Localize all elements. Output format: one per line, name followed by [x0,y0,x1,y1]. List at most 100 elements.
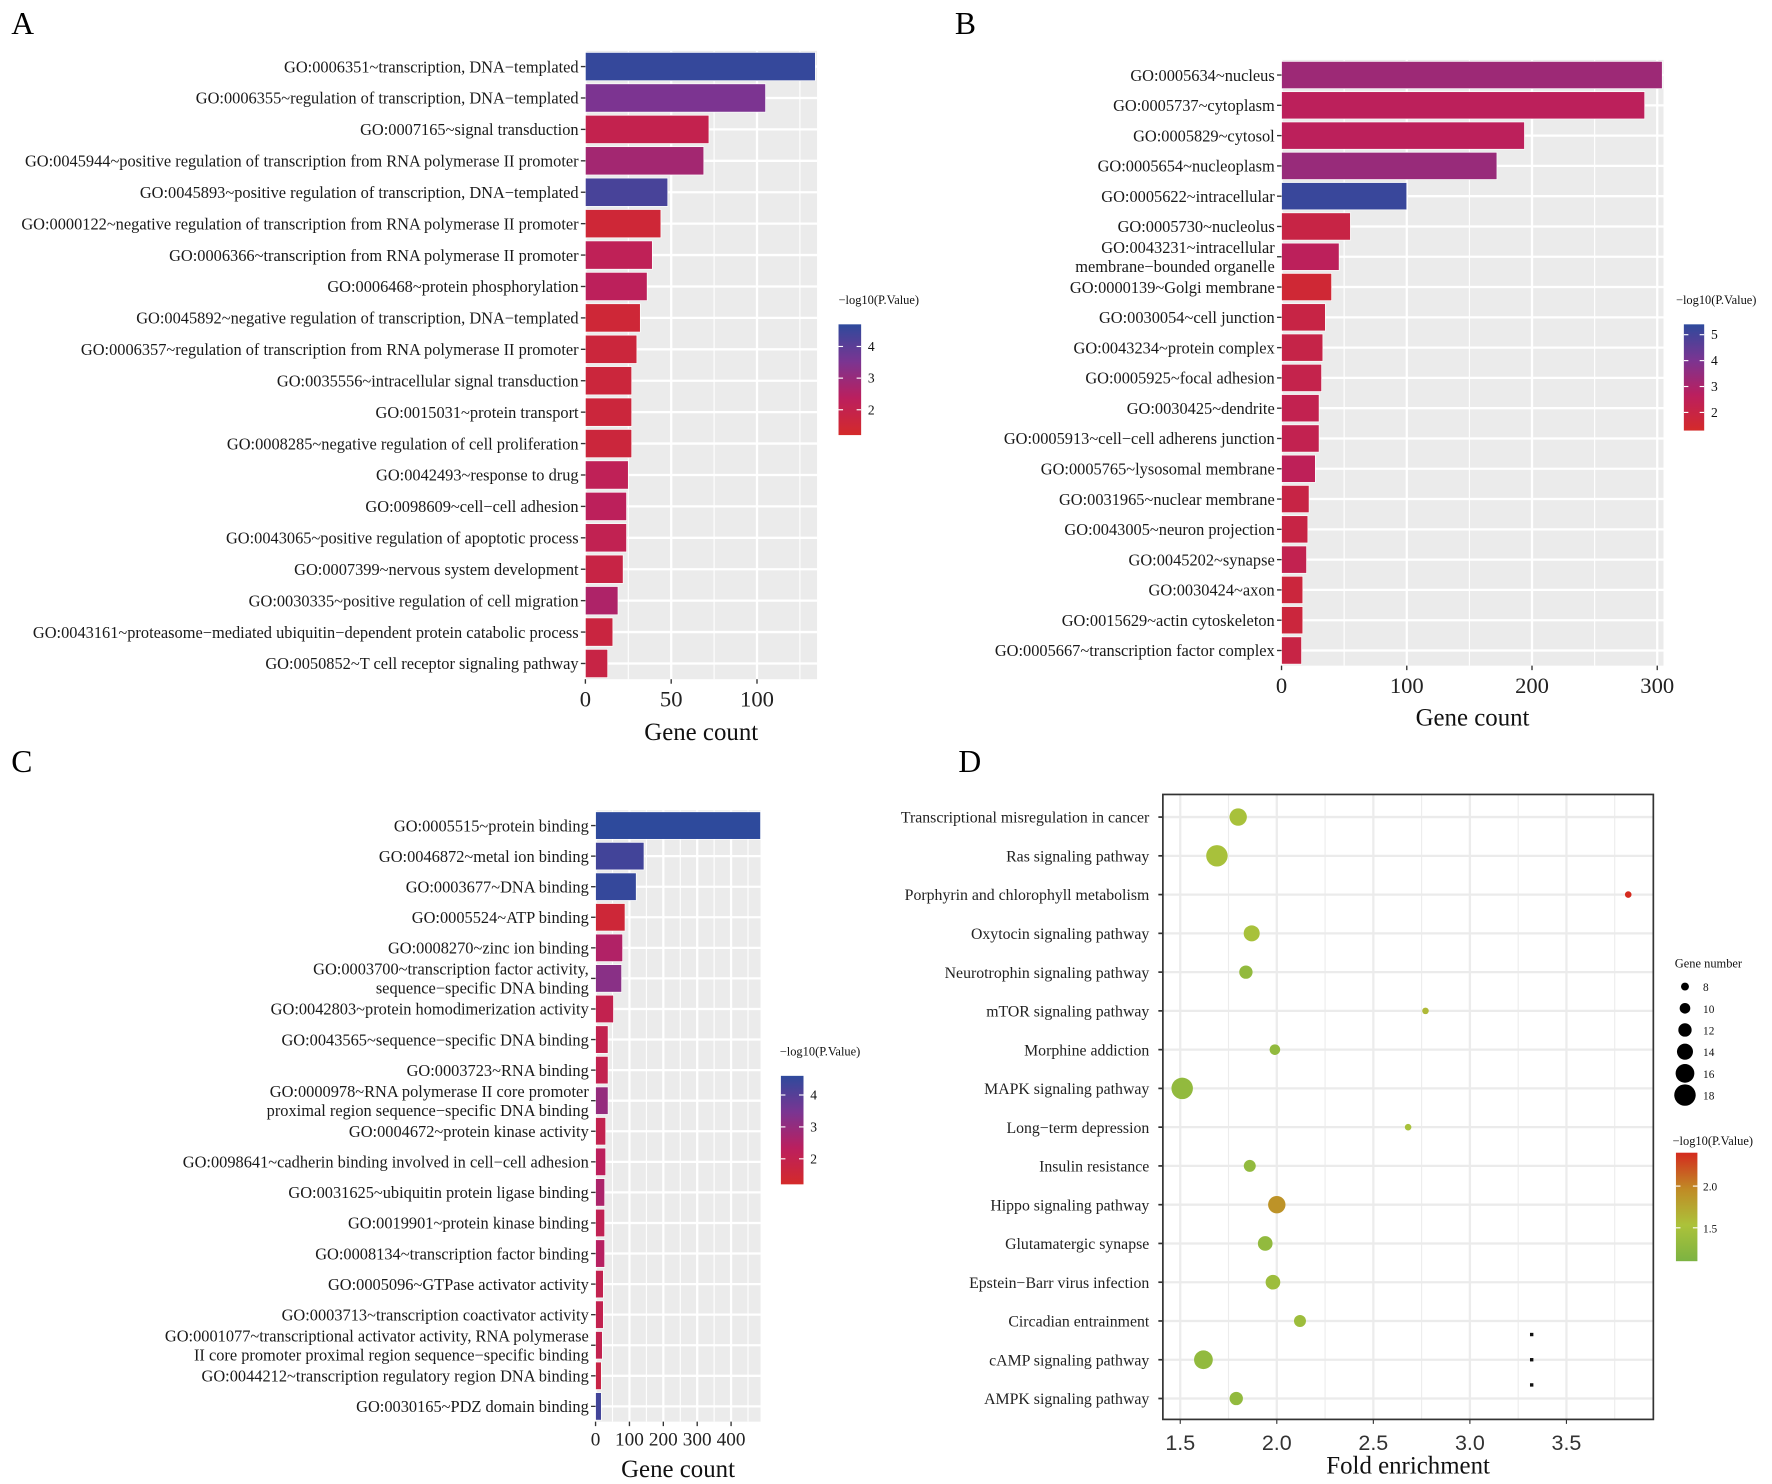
category-label: GO:0015629~actin cytoskeleton [1062,611,1275,630]
category-label: GO:0043231~intracellular [1101,238,1275,257]
pathway-label: Insulin resistance [1039,1159,1149,1176]
x-tick-label: 0 [591,1429,601,1450]
size-legend-label: 10 [1703,1004,1715,1016]
x-tick-label: 3.0 [1455,1431,1485,1455]
stray-mark [1529,1358,1534,1362]
data-point [1229,808,1247,826]
pathway-label: Epstein−Barr virus infection [969,1275,1149,1292]
category-label: GO:0045892~negative regulation of transc… [136,309,578,328]
category-label: GO:0003677~DNA binding [406,877,589,896]
category-label: GO:0007165~signal transduction [360,120,579,139]
panel-letter-d: D [958,744,981,779]
pathway-label: Transcriptional misregulation in cancer [901,810,1150,827]
bar [1281,636,1302,665]
bar [585,83,766,113]
category-label: GO:0004672~protein kinase activity [349,1122,590,1141]
stray-mark [1529,1383,1534,1387]
bar [595,842,645,871]
bar [1281,485,1310,514]
pathway-label: Circadian entrainment [1008,1314,1150,1331]
x-tick-label: 0 [1276,673,1287,698]
category-label: GO:0006357~regulation of transcription f… [81,340,579,359]
plot-background [1281,59,1664,666]
size-legend-dot [1678,1023,1692,1037]
pathway-label: Ras signaling pathway [1006,848,1149,865]
category-label: GO:0006355~regulation of transcription, … [196,89,579,108]
category-label: GO:0046872~metal ion binding [379,847,589,866]
bar [1281,515,1309,544]
x-tick-label: 2.5 [1358,1431,1388,1455]
category-label: GO:0043565~sequence−specific DNA binding [281,1030,588,1049]
panel-c-bar-chart: GO:0005515~protein binding GO:0046872~met… [165,810,860,1483]
pathway-label: Long−term depression [1006,1120,1149,1137]
category-label: GO:0005829~cytosol [1133,126,1275,145]
x-tick-label: 50 [660,686,683,711]
legend-title: −log10(P.Value) [1676,293,1757,307]
category-label: GO:0005634~nucleus [1130,66,1274,85]
x-axis-title: Gene count [644,719,758,746]
bar [1281,303,1326,332]
bar [595,1270,604,1299]
plot-border [1162,793,1655,1421]
panel-a-bar-chart: GO:0006351~transcription, DNA−templated G… [21,50,919,746]
bar [585,52,816,82]
size-legend-dot [1676,1043,1694,1060]
category-label: GO:0015031~protein transport [376,403,580,422]
category-label: GO:0008270~zinc ion binding [388,939,589,958]
x-tick-label: 300 [1640,673,1674,698]
pathway-label: AMPK signaling pathway [984,1391,1149,1408]
pathway-label: MAPK signaling pathway [984,1081,1149,1098]
bar [595,872,637,901]
pathway-label: cAMP signaling pathway [989,1352,1149,1369]
bar [585,240,653,270]
category-label: GO:0098641~cadherin binding involved in … [183,1153,589,1172]
x-tick-label: 400 [717,1429,746,1450]
pathway-label: Porphyrin and chlorophyll metabolism [905,887,1150,904]
pathway-label: Morphine addiction [1024,1042,1149,1059]
x-axis-title: Fold enrichment [1326,1453,1490,1480]
category-label: membrane−bounded organelle [1075,257,1274,276]
data-point [1404,1123,1412,1131]
bar [585,617,614,647]
category-label: GO:0005622~intracellular [1101,187,1275,206]
bar [585,554,624,584]
data-point [1243,1159,1256,1172]
bar [585,114,710,144]
bar [1281,363,1322,392]
x-tick-label: 100 [1390,673,1424,698]
data-point [1239,965,1253,979]
category-label: GO:0043161~proteasome−mediated ubiquitin… [33,623,579,642]
x-tick-label: 3.5 [1552,1431,1582,1455]
category-label: GO:0019901~protein kinase binding [348,1214,589,1233]
bar [585,523,627,553]
category-label: GO:0001077~transcriptional activator act… [165,1327,589,1346]
category-label: GO:0005765~lysosomal membrane [1041,460,1275,479]
bar [595,994,614,1024]
bar [585,649,609,678]
bar [585,397,633,427]
category-label: GO:0008134~transcription factor binding [315,1244,589,1263]
pathway-label: Oxytocin signaling pathway [971,926,1149,943]
size-legend-label: 18 [1703,1091,1715,1103]
data-point [1257,1236,1273,1251]
bar [585,460,629,490]
x-tick-label: 300 [683,1429,712,1450]
pathway-label: Hippo signaling pathway [990,1197,1149,1214]
bar [595,1239,606,1268]
bar [595,1025,609,1054]
category-label: GO:0005667~transcription factor complex [995,641,1275,660]
category-label: GO:0005913~cell−cell adherens junction [1004,429,1275,448]
size-legend-label: 8 [1703,982,1709,994]
bar [595,1056,609,1085]
x-tick-label: 2.0 [1262,1431,1292,1455]
pathway-label: mTOR signaling pathway [986,1004,1149,1021]
category-label: GO:0043065~positive regulation of apopto… [226,529,579,548]
bar [1281,424,1320,453]
data-point [1229,1391,1243,1406]
data-point [1243,925,1260,942]
plot-background [585,50,818,680]
bar [595,1392,602,1421]
bar [1281,151,1498,180]
plot-background [1162,794,1654,1420]
legend-tick-label: 4 [868,339,875,354]
